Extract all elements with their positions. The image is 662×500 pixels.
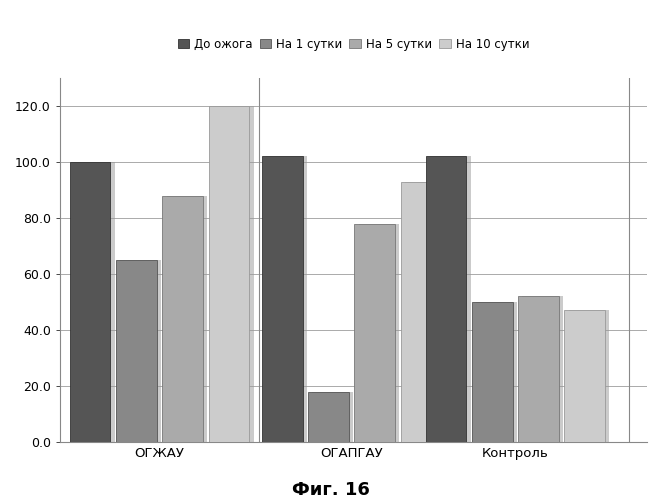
Bar — [522, 296, 563, 442]
Bar — [569, 310, 609, 442]
Bar — [213, 106, 254, 442]
Bar — [70, 162, 111, 442]
Bar — [116, 260, 157, 442]
Bar — [405, 182, 446, 442]
Bar — [426, 156, 466, 442]
Bar — [120, 260, 161, 442]
Bar — [74, 162, 115, 442]
Bar — [308, 392, 349, 442]
Bar — [167, 196, 207, 442]
Bar — [472, 302, 512, 442]
Bar — [476, 302, 517, 442]
Bar — [262, 156, 303, 442]
Bar — [359, 224, 399, 442]
Legend: До ожога, На 1 сутки, На 5 сутки, На 10 сутки: До ожога, На 1 сутки, На 5 сутки, На 10 … — [173, 33, 534, 56]
Bar — [312, 392, 353, 442]
Bar — [565, 310, 605, 442]
Bar — [430, 156, 471, 442]
Bar — [266, 156, 307, 442]
Bar — [209, 106, 250, 442]
Bar — [518, 296, 559, 442]
Bar — [162, 196, 203, 442]
Text: Фиг. 16: Фиг. 16 — [292, 481, 370, 499]
Bar — [401, 182, 442, 442]
Bar — [354, 224, 395, 442]
